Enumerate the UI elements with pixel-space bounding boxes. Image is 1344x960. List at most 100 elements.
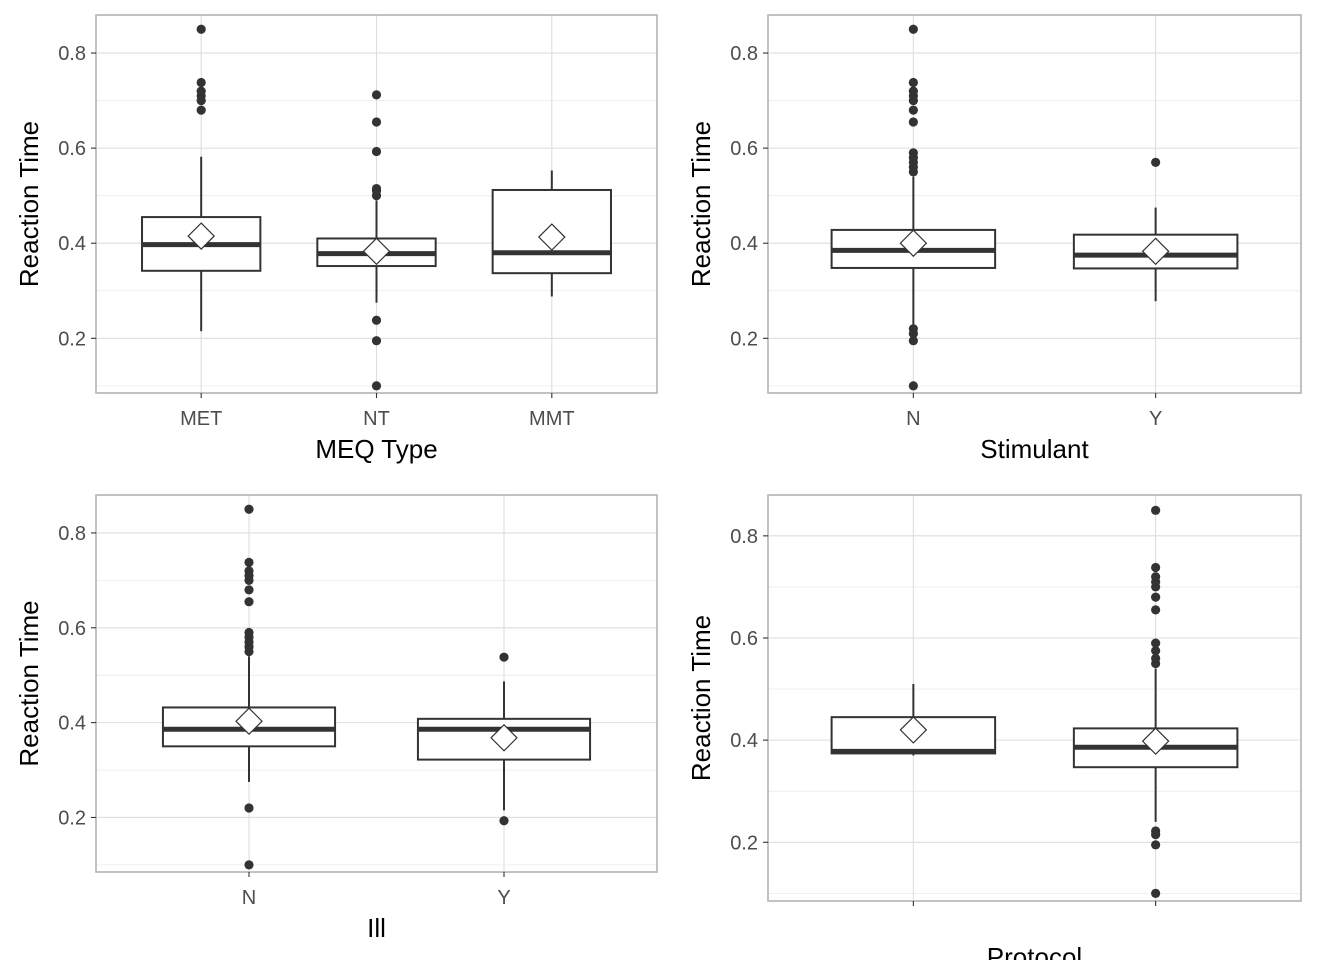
y-tick-label: 0.2: [58, 328, 86, 350]
mean-marker: [899, 716, 928, 744]
outlier-point: [1151, 653, 1161, 664]
outlier-point: [1151, 646, 1161, 656]
y-tick-label: 0.8: [730, 43, 758, 65]
outlier-point: [244, 585, 254, 595]
outlier-point: [244, 504, 254, 514]
outlier-point: [908, 381, 918, 391]
outlier-point: [908, 24, 918, 34]
outlier-point: [908, 86, 918, 96]
panel-background: [768, 495, 1301, 901]
outlier-point: [371, 381, 382, 391]
outlier-point: [371, 315, 382, 325]
y-tick-label: 0.4: [58, 713, 86, 735]
box-3: [491, 170, 612, 297]
outlier-point: [1151, 505, 1161, 515]
panel-border: [767, 14, 1302, 394]
y-tick-label: 0.4: [730, 233, 758, 255]
outlier-point: [1151, 562, 1161, 573]
x-tick-label: N: [242, 887, 256, 909]
outlier-point: [499, 816, 509, 826]
y-tick-label: 0.8: [58, 523, 86, 545]
outlier-point: [371, 90, 382, 100]
outlier-point: [196, 105, 206, 115]
box-1: [161, 504, 337, 870]
y-axis-title: Reaction Time: [686, 615, 716, 781]
box-2: [1072, 505, 1239, 898]
outlier-point: [1151, 888, 1161, 898]
panel-background: [768, 15, 1301, 393]
mean-marker: [235, 707, 263, 736]
y-tick-label: 0.6: [730, 628, 758, 650]
outlier-point: [371, 117, 382, 127]
x-tick-label: Y: [1149, 408, 1162, 430]
y-tick-label: 0.6: [58, 138, 86, 160]
y-tick-label: 0.2: [730, 832, 758, 854]
mean-marker: [1141, 237, 1170, 266]
outlier-point: [908, 324, 918, 334]
mean-marker: [1141, 727, 1170, 756]
x-axis-title: Ill: [367, 913, 386, 943]
outlier-point: [1151, 157, 1161, 167]
box-2: [416, 652, 592, 826]
y-tick-label: 0.6: [730, 138, 758, 160]
box-1: [141, 24, 262, 332]
mean-marker: [537, 223, 566, 251]
outlier-point: [196, 77, 206, 88]
outlier-point: [908, 105, 918, 115]
outlier-point: [244, 860, 254, 870]
y-tick-label: 0.8: [730, 526, 758, 548]
y-tick-label: 0.6: [58, 618, 86, 640]
outlier-point: [371, 336, 382, 346]
y-tick-label: 0.8: [58, 43, 86, 65]
x-axis-title: Stimulant: [980, 434, 1089, 464]
outlier-point: [196, 24, 206, 34]
outlier-point: [499, 652, 509, 662]
outlier-point: [1151, 572, 1161, 582]
panel-2: 0.2 0.4 0.6 0.8 N Y Stimulant Reaction Time: [686, 14, 1302, 464]
box-1: [830, 683, 997, 756]
mean-marker: [490, 723, 518, 752]
outlier-point: [1151, 605, 1161, 615]
box-2: [316, 90, 437, 391]
outlier-point: [908, 77, 918, 88]
x-tick-label: MET: [180, 408, 222, 430]
x-tick-label: MMT: [529, 408, 575, 430]
y-tick-label: 0.4: [58, 233, 86, 255]
mean-marker: [187, 222, 216, 250]
panel-border: [95, 494, 658, 873]
panel-border: [767, 494, 1302, 902]
outlier-point: [244, 803, 254, 813]
outlier-point: [196, 86, 206, 96]
panel-1: 0.2 0.4 0.6 0.8 MET NT MMT MEQ Type Reaction Tim…: [14, 14, 658, 464]
outlier-point: [1151, 638, 1161, 648]
x-axis-title: MEQ Type: [315, 434, 437, 464]
outlier-point: [371, 146, 382, 157]
y-axis-title: Reaction Time: [14, 121, 44, 287]
x-axis-title: Protocol: [987, 942, 1082, 960]
y-tick-label: 0.2: [730, 328, 758, 350]
y-axis-title: Reaction Time: [686, 121, 716, 287]
y-axis-title: Reaction Time: [14, 600, 44, 766]
outlier-point: [244, 557, 254, 567]
y-tick-label: 0.4: [730, 730, 758, 752]
outlier-point: [244, 627, 254, 638]
outlier-point: [1151, 840, 1161, 850]
box-1: [830, 24, 997, 391]
outlier-point: [371, 183, 382, 194]
panel-3: 0.2 0.4 0.6 0.8 N Y Ill Reaction Time: [14, 494, 658, 943]
outlier-point: [908, 336, 918, 346]
outlier-point: [1151, 592, 1161, 602]
x-tick-label: Y: [497, 887, 510, 909]
y-tick-label: 0.2: [58, 807, 86, 829]
panel-background: [96, 495, 657, 872]
x-tick-label: NT: [363, 408, 390, 430]
x-tick-label: N: [906, 408, 920, 430]
panel-4: 0.2 0.4 0.6 0.8 Protocol Reaction Time: [686, 494, 1302, 960]
mean-marker: [899, 229, 928, 258]
box-2: [1072, 157, 1239, 302]
outlier-point: [908, 148, 918, 158]
outlier-point: [908, 117, 918, 127]
outlier-point: [244, 566, 254, 576]
